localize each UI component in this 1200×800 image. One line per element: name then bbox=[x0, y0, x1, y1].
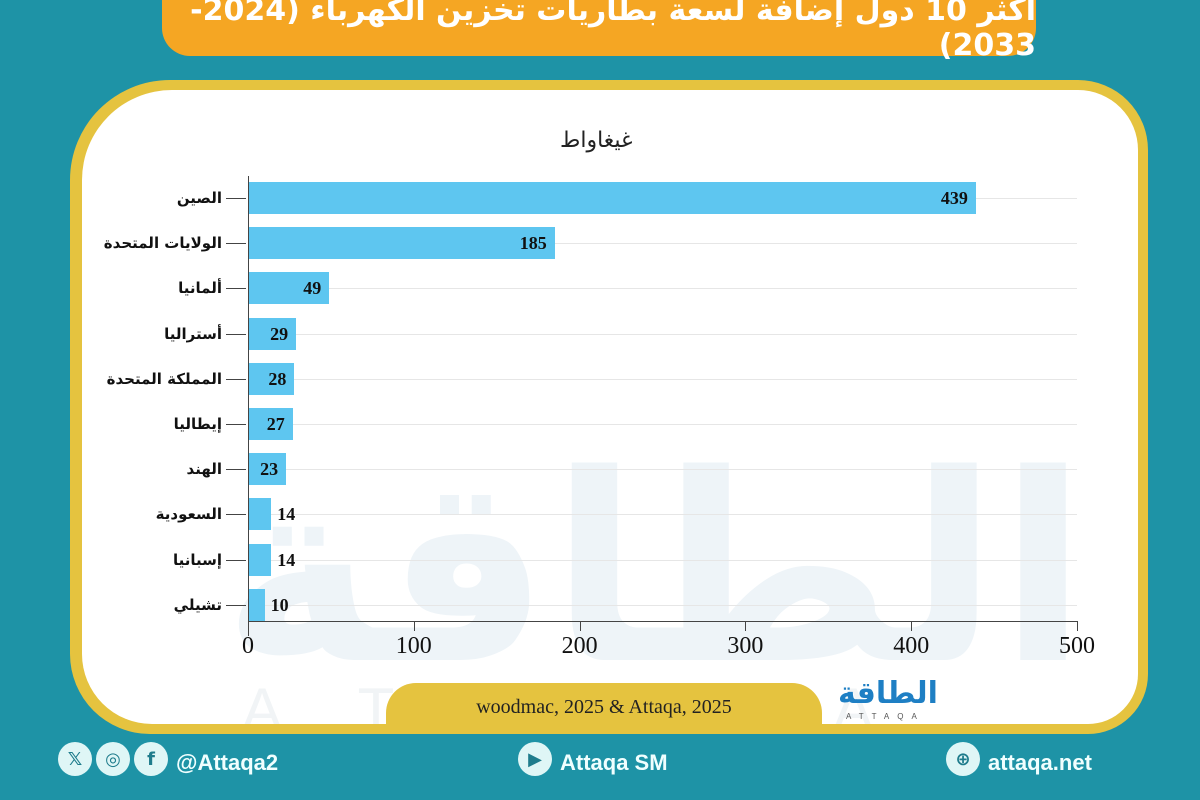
bar bbox=[248, 317, 297, 350]
gridline bbox=[248, 243, 1077, 245]
category-label: تشيلي bbox=[173, 595, 222, 614]
x-tick-label: 0 bbox=[242, 633, 254, 659]
bar bbox=[248, 588, 265, 621]
attaqa-logo: الطاقة ATTAQA bbox=[838, 676, 978, 724]
globe-icon[interactable]: ⊕ bbox=[946, 742, 980, 776]
category-label: إيطاليا bbox=[173, 415, 222, 433]
x-axis bbox=[248, 621, 1077, 622]
bar-value-label: 439 bbox=[940, 188, 968, 208]
x-tick bbox=[1077, 621, 1078, 631]
x-tick bbox=[745, 621, 747, 631]
bar bbox=[248, 227, 555, 260]
bar bbox=[248, 543, 272, 576]
y-axis bbox=[248, 176, 249, 636]
bar bbox=[248, 453, 287, 486]
gridline bbox=[248, 604, 1077, 606]
x-tick-label: 300 bbox=[727, 633, 764, 659]
bar-value-label: 29 bbox=[270, 323, 289, 344]
gridline bbox=[248, 288, 1077, 290]
category-tick bbox=[226, 424, 246, 425]
bar-value-label: 10 bbox=[270, 594, 289, 615]
category-tick bbox=[226, 198, 246, 199]
logo-text: الطاقة bbox=[838, 676, 938, 711]
category-label: المملكة المتحدة bbox=[106, 369, 222, 388]
x-tick-label: 200 bbox=[561, 633, 598, 659]
category-label: أستراليا bbox=[164, 324, 222, 343]
x-tick bbox=[579, 621, 581, 631]
footer: 𝕏 ◎ f @Attaqa2 ▶ Attaqa SM ⊕ attaqa.net bbox=[0, 742, 1200, 786]
x-tick-label: 400 bbox=[893, 633, 930, 659]
category-tick bbox=[226, 333, 246, 335]
chart-title: أكثر 10 دول إضافة لسعة بطاريات تخزين الك… bbox=[162, 0, 1036, 63]
category-tick bbox=[226, 378, 246, 380]
category-tick bbox=[226, 514, 246, 516]
x-tick-label: 100 bbox=[395, 633, 432, 659]
bar-value-label: 27 bbox=[266, 414, 285, 434]
bar bbox=[248, 272, 330, 305]
category-label: الهند bbox=[186, 460, 222, 479]
category-tick bbox=[226, 469, 246, 471]
x-tick-label: 500 bbox=[1059, 633, 1095, 659]
social-handle[interactable]: @Attaqa2 bbox=[176, 750, 279, 775]
youtube-channel[interactable]: Attaqa SM bbox=[560, 750, 668, 775]
category-label: السعودية bbox=[155, 505, 222, 524]
gridline bbox=[248, 333, 1077, 335]
bar-value-label: 185 bbox=[519, 233, 547, 254]
category-tick bbox=[226, 288, 246, 290]
watermark-logo-icon: الطاقة ATTAQA bbox=[222, 420, 1088, 724]
y-axis-unit-label: غيغاواط bbox=[560, 128, 633, 153]
x-tick bbox=[911, 621, 913, 631]
category-label: إسبانيا bbox=[172, 550, 222, 569]
gridline bbox=[248, 424, 1077, 425]
facebook-icon[interactable]: f bbox=[134, 742, 168, 776]
category-tick bbox=[226, 243, 246, 245]
bar-value-label: 14 bbox=[277, 549, 296, 570]
category-tick bbox=[226, 559, 246, 561]
category-label: الولايات المتحدة bbox=[103, 234, 222, 253]
gridline bbox=[248, 469, 1077, 471]
x-icon[interactable]: 𝕏 bbox=[58, 742, 92, 776]
logo-subtext: ATTAQA bbox=[846, 712, 925, 721]
gridline bbox=[248, 378, 1077, 380]
bar bbox=[248, 362, 295, 395]
youtube-icon[interactable]: ▶ bbox=[518, 742, 552, 776]
gridline bbox=[248, 514, 1077, 516]
bar-value-label: 49 bbox=[303, 278, 322, 299]
bar bbox=[248, 498, 272, 531]
x-tick bbox=[413, 621, 415, 631]
bar bbox=[248, 408, 293, 440]
gridline bbox=[248, 559, 1077, 561]
category-label: ألمانيا bbox=[178, 279, 222, 298]
category-tick bbox=[226, 604, 246, 606]
source-label: woodmac, 2025 & Attaqa, 2025 bbox=[386, 683, 822, 731]
bar bbox=[248, 182, 976, 214]
bar-value-label: 14 bbox=[277, 504, 296, 525]
bar-value-label: 23 bbox=[260, 459, 279, 480]
bar-value-label: 28 bbox=[268, 368, 287, 389]
website-link[interactable]: attaqa.net bbox=[988, 750, 1092, 775]
category-label: الصين bbox=[176, 189, 222, 207]
instagram-icon[interactable]: ◎ bbox=[96, 742, 130, 776]
